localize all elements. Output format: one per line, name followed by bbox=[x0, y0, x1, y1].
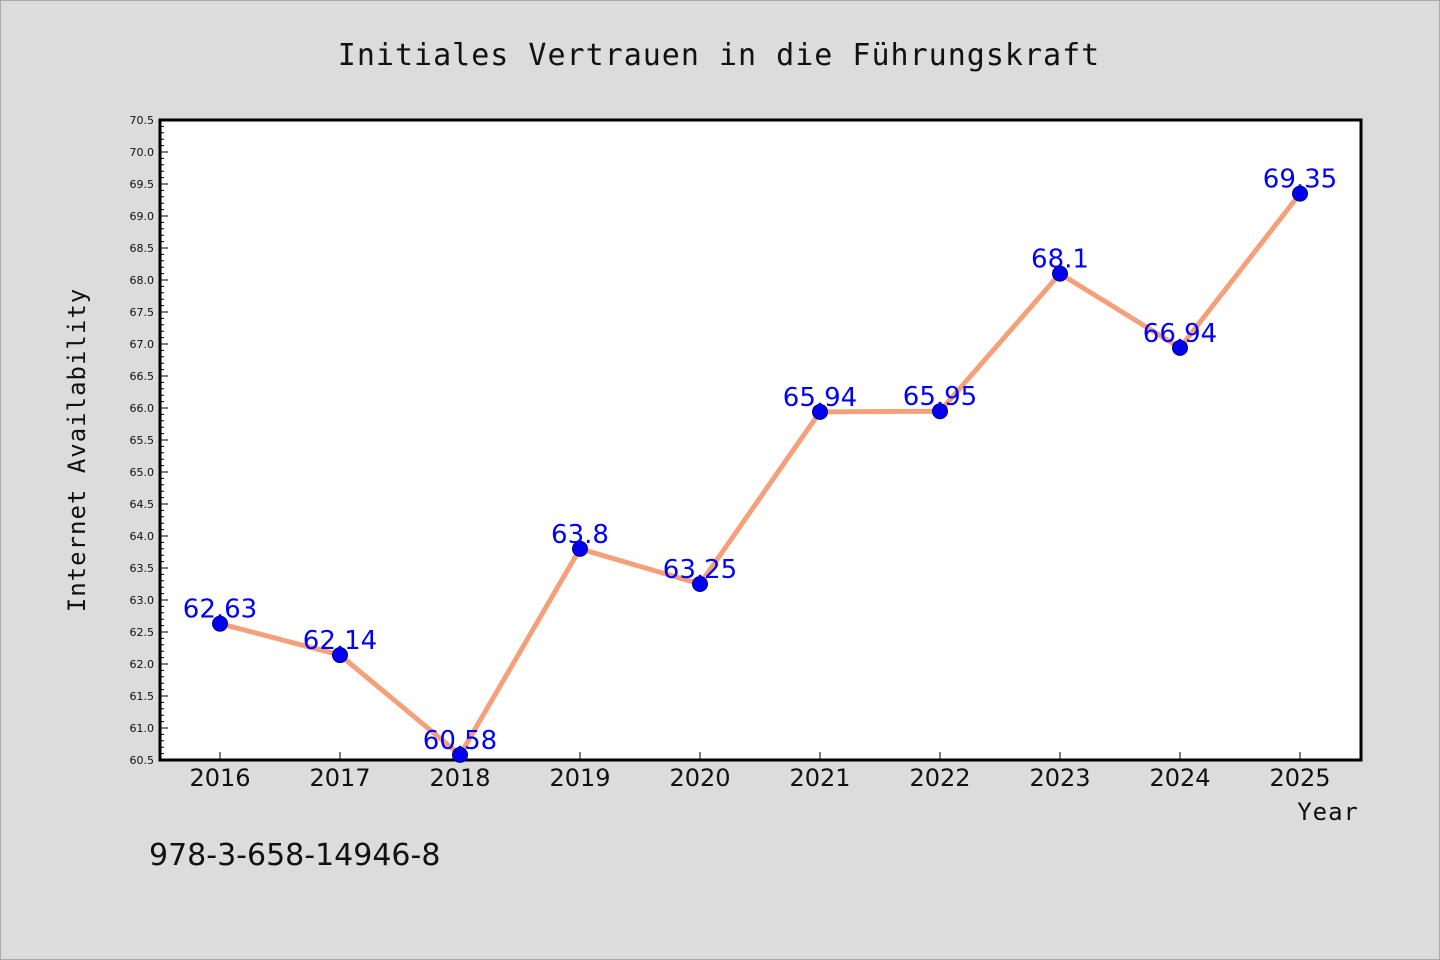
y-tick-label: 62.0 bbox=[130, 658, 155, 671]
plot-area bbox=[158, 118, 1363, 762]
series-group: 62.63 62.14 60.58 63.8 63.25 65.94 65.95 68.1 66… bbox=[183, 165, 1337, 763]
y-tick-label: 61.0 bbox=[130, 722, 155, 735]
data-point bbox=[812, 403, 828, 420]
y-tick-label: 67.0 bbox=[130, 338, 155, 351]
data-label: 63.25 bbox=[663, 555, 737, 585]
y-tick-label: 64.5 bbox=[130, 498, 155, 511]
y-tick-label: 70.0 bbox=[130, 146, 155, 159]
y-axis: 60.5 61.0 61.5 62.0 62.5 63.0 63.5 64.0 64.5 65.0… bbox=[130, 114, 168, 767]
series-line bbox=[217, 191, 1303, 758]
data-point bbox=[932, 403, 948, 420]
y-axis-label: Internet Availability bbox=[63, 288, 91, 612]
x-tick-label: 2021 bbox=[789, 764, 850, 792]
isbn-annotation: 978-3-658-14946-8 bbox=[149, 838, 440, 873]
y-tick-label: 69.0 bbox=[130, 210, 155, 223]
x-axis-label: Year bbox=[1297, 798, 1359, 826]
x-tick-label: 2020 bbox=[669, 764, 730, 792]
data-label: 60.58 bbox=[423, 726, 497, 756]
x-tick-label: 2019 bbox=[549, 764, 610, 792]
x-tick-label: 2025 bbox=[1269, 764, 1330, 792]
y-tick-label: 63.0 bbox=[130, 594, 155, 607]
y-tick-label: 66.5 bbox=[130, 370, 155, 383]
y-tick-label: 65.0 bbox=[130, 466, 155, 479]
data-label: 65.95 bbox=[903, 382, 977, 412]
data-label: 69.35 bbox=[1263, 165, 1337, 195]
data-point bbox=[572, 540, 588, 557]
y-tick-label: 62.5 bbox=[130, 626, 155, 639]
data-point bbox=[1292, 185, 1308, 202]
x-tick-label: 2017 bbox=[309, 764, 370, 792]
y-tick-label: 66.0 bbox=[130, 402, 155, 415]
y-tick-label: 61.5 bbox=[130, 690, 155, 703]
y-tick-label: 68.5 bbox=[130, 242, 155, 255]
y-tick-label: 69.5 bbox=[130, 178, 155, 191]
y-tick-label: 60.5 bbox=[130, 754, 155, 767]
data-point bbox=[212, 615, 228, 632]
x-tick-label: 2023 bbox=[1029, 764, 1090, 792]
x-axis: 2016 2017 2018 2019 2020 2021 2022 2023 2024 2025 bbox=[189, 752, 1331, 792]
x-tick-label: 2022 bbox=[909, 764, 970, 792]
y-tick-label: 67.5 bbox=[130, 306, 155, 319]
chart-title: Initiales Vertrauen in die Führungskraft bbox=[338, 38, 1100, 73]
data-label: 62.14 bbox=[303, 626, 377, 656]
data-label: 66.94 bbox=[1143, 319, 1217, 349]
y-tick-label: 65.5 bbox=[130, 434, 155, 447]
data-point bbox=[1172, 339, 1188, 356]
data-label: 65.94 bbox=[783, 383, 857, 413]
data-point bbox=[692, 576, 708, 592]
x-tick-label: 2024 bbox=[1149, 764, 1210, 792]
y-tick-label: 63.5 bbox=[130, 562, 155, 575]
data-point bbox=[1052, 265, 1068, 282]
y-tick-label: 64.0 bbox=[130, 530, 155, 543]
y-tick-label: 70.5 bbox=[130, 114, 155, 127]
data-label: 68.1 bbox=[1031, 245, 1089, 275]
data-label: 63.8 bbox=[551, 520, 609, 550]
data-point bbox=[332, 647, 348, 664]
y-tick-label: 68.0 bbox=[130, 274, 155, 287]
x-tick-label: 2018 bbox=[429, 764, 490, 792]
data-label: 62.63 bbox=[183, 595, 257, 625]
x-tick-label: 2016 bbox=[189, 764, 250, 792]
data-point bbox=[452, 746, 468, 763]
